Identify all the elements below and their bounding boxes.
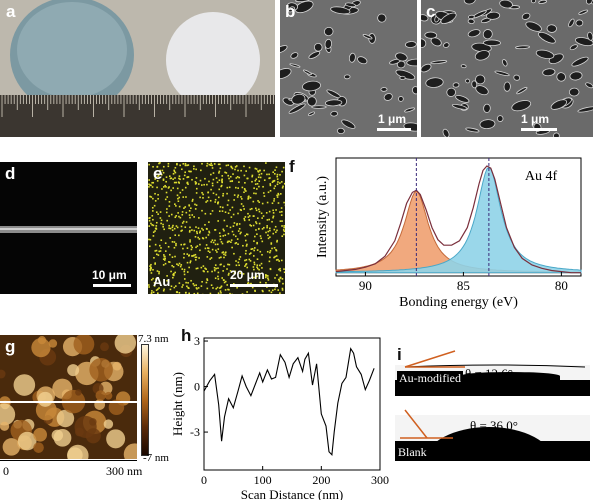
- scale-text-c: 1 μm: [521, 112, 550, 126]
- x-tick-label-h-2: 200: [312, 473, 330, 487]
- panel-label-c: c: [426, 2, 436, 21]
- panel-label-h: h: [181, 326, 192, 345]
- panel-c-sem: c 1 μm: [421, 0, 593, 137]
- x-tick-label-h-0: 0: [201, 473, 207, 487]
- panel-label-d: d: [5, 164, 16, 183]
- x-tick-label-h-3: 300: [371, 473, 389, 487]
- panel-label-a: a: [6, 2, 16, 21]
- peak-fill-low: [335, 166, 582, 274]
- tangent-line-top: [404, 350, 456, 368]
- panel-a-drawing: [0, 0, 275, 137]
- panel-label-f: f: [289, 157, 295, 176]
- afm-axis-start: 0: [3, 464, 9, 478]
- y-tick-label-h-1: 0: [194, 380, 200, 394]
- sem-texture-b: [280, 0, 417, 137]
- panel-a-photo: a: [0, 0, 275, 137]
- colorbar-max-label: 7.3 nm: [138, 333, 169, 345]
- x-axis-label-f: Bonding energy (eV): [399, 295, 518, 310]
- tangent-line-bottom: [400, 409, 453, 439]
- panel-label-g: g: [5, 337, 16, 356]
- plot-frame-f: [335, 157, 582, 277]
- sem-texture-c: [421, 0, 593, 137]
- y-tick-label-h-0: 3: [194, 334, 200, 348]
- x-tick-label-f-0: 90: [359, 278, 372, 293]
- cross-section-layer: [0, 226, 137, 233]
- substrate-bottom: [395, 441, 590, 461]
- sample-label-bottom: Blank: [398, 445, 427, 459]
- panel-b-sem: b 1 μm: [280, 0, 417, 137]
- x-tick-label-f-1: 85: [457, 278, 470, 293]
- droplet-top: [460, 372, 560, 380]
- scale-bar-e: [230, 284, 278, 287]
- y-axis-label-h: Height (nm): [170, 372, 185, 436]
- xps-chart: 90 85 80 Bonding energy (eV) Intensity (a.u.…: [315, 157, 582, 310]
- scale-bar-b: [377, 128, 411, 131]
- annotation-au4f: Au 4f: [525, 169, 558, 184]
- y-tick-label-h-2: -3: [190, 425, 200, 439]
- height-profile-line: [203, 347, 375, 457]
- sample-label-top: Au-modified: [397, 371, 463, 386]
- x-tick-label-f-2: 80: [555, 278, 568, 293]
- x-tick-label-h-1: 100: [254, 473, 272, 487]
- y-axis-label-f: Intensity (a.u.): [315, 176, 330, 258]
- afm-texture: [0, 335, 137, 459]
- colorbar-min-label: -7 nm: [143, 452, 169, 464]
- element-label-au: Au: [153, 274, 171, 289]
- panel-label-e: e: [153, 164, 163, 183]
- ruler: [0, 95, 275, 137]
- envelope-line: [335, 165, 581, 274]
- afm-colorbar: [141, 344, 149, 456]
- panel-label-b: b: [285, 2, 296, 21]
- coated-disk-highlight: [17, 2, 127, 98]
- panel-g-afm: g: [0, 335, 137, 459]
- scale-text-e: 20 μm: [230, 268, 265, 282]
- blank-disk: [166, 12, 260, 108]
- eds-dots: [148, 162, 285, 294]
- scale-text-d: 10 μm: [92, 268, 127, 282]
- afm-axis-end: 300 nm: [106, 464, 143, 478]
- plot-frame-h: [203, 337, 381, 471]
- panel-d-cross-section: d 10 μm: [0, 162, 137, 294]
- scale-bar-c: [521, 128, 557, 131]
- height-profile-chart: 0 100 200 300 3 0 -3 Scan Distance (nm) Height (…: [170, 334, 389, 500]
- scale-bar-d: [93, 284, 131, 287]
- afm-scan-line: [0, 401, 137, 403]
- x-axis-label-h: Scan Distance (nm): [241, 487, 344, 500]
- scale-text-b: 1 μm: [378, 112, 407, 126]
- panel-e-eds-map: e Au 20 μm: [148, 162, 285, 294]
- afm-scale-axis: [0, 460, 137, 461]
- panel-label-i: i: [397, 345, 402, 364]
- ruler-ticks: [1, 95, 274, 117]
